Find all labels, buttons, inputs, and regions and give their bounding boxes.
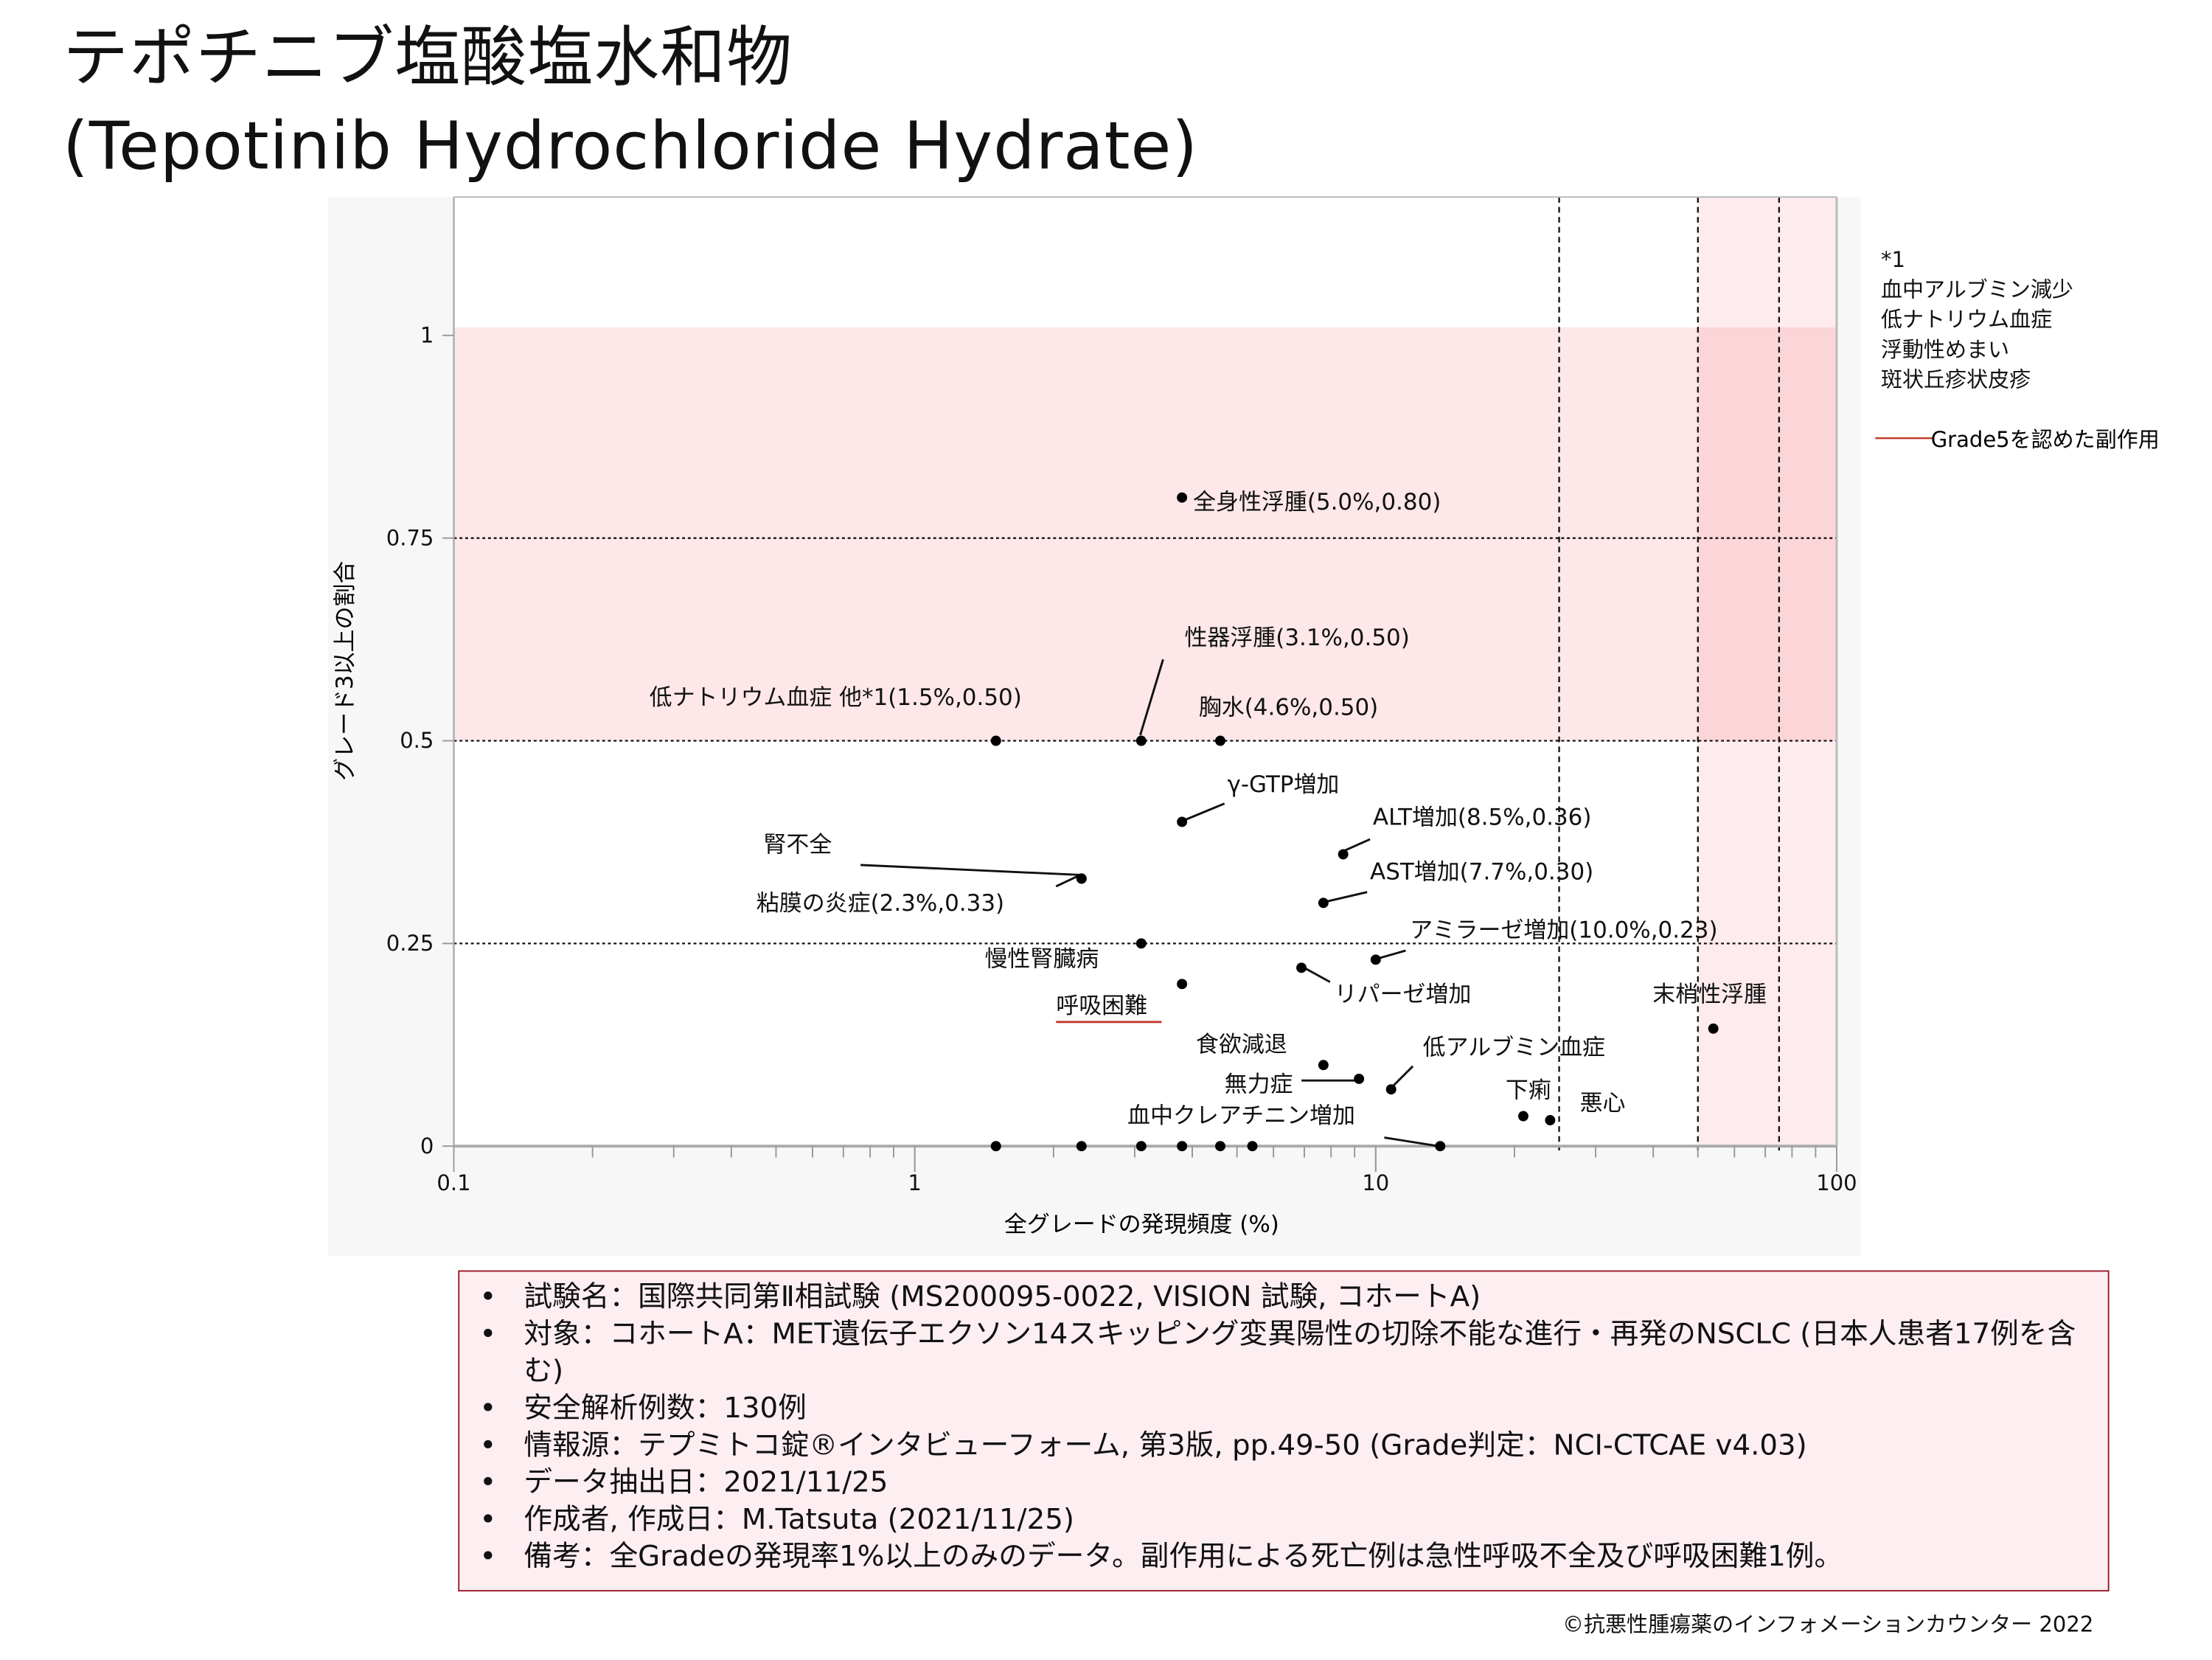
y-tick-label: 0.25 bbox=[386, 931, 434, 956]
data-point bbox=[1177, 1141, 1188, 1152]
data-point bbox=[1135, 938, 1147, 949]
shaded-region-high-grade bbox=[453, 327, 1837, 741]
leader-lines bbox=[860, 659, 1439, 1147]
footnote-item: 低ナトリウム血症 bbox=[1880, 307, 2053, 333]
data-point bbox=[1215, 1141, 1225, 1152]
shaded-region-high-frequency bbox=[1697, 197, 1837, 1147]
info-item: データ抽出日：2021/11/25 bbox=[479, 1463, 2107, 1500]
copyright: ©抗悪性腫瘍薬のインフォメーションカウンター 2022 bbox=[1562, 1611, 2094, 1637]
point-label: 胸水(4.6%,0.50) bbox=[1199, 695, 1378, 721]
data-point bbox=[1385, 1084, 1397, 1095]
point-label: 腎不全 bbox=[763, 831, 832, 858]
info-item: 試験名：国際共同第Ⅱ相試験 (MS200095-0022, VISION 試験,… bbox=[479, 1277, 2107, 1314]
data-point bbox=[1370, 954, 1381, 965]
data-point bbox=[1318, 1060, 1329, 1071]
y-tick-label: 0.75 bbox=[386, 525, 434, 550]
footnote-item: 浮動性めまい bbox=[1880, 336, 2010, 363]
point-label: 粘膜の炎症(2.3%,0.33) bbox=[757, 890, 1004, 917]
data-point bbox=[1354, 1073, 1365, 1084]
title-english: (Tepotinib Hydrochloride Hydrate) bbox=[63, 107, 1199, 184]
data-points bbox=[990, 492, 1719, 1152]
point-label: 慢性腎臓病 bbox=[984, 945, 1099, 972]
x-tick-label: 100 bbox=[1816, 1170, 1857, 1195]
point-label: AST増加(7.7%,0.30) bbox=[1370, 858, 1593, 885]
data-point bbox=[1177, 492, 1188, 503]
point-label-grade5: 呼吸困難 bbox=[1056, 993, 1147, 1019]
data-point bbox=[990, 1141, 1001, 1152]
point-label: アミラーゼ増加(10.0%,0.23) bbox=[1410, 917, 1717, 944]
study-info-box: 試験名：国際共同第Ⅱ相試験 (MS200095-0022, VISION 試験,… bbox=[458, 1270, 2110, 1592]
data-point bbox=[1076, 1141, 1087, 1152]
point-label: 食欲減退 bbox=[1196, 1031, 1287, 1058]
point-label: 性器浮腫(3.1%,0.50) bbox=[1184, 625, 1409, 651]
data-point bbox=[1318, 897, 1329, 909]
data-point bbox=[1247, 1141, 1258, 1152]
point-label: 悪心 bbox=[1580, 1090, 1626, 1116]
data-point bbox=[1338, 849, 1349, 860]
point-label: ALT増加(8.5%,0.36) bbox=[1373, 805, 1592, 831]
data-point bbox=[1708, 1023, 1719, 1034]
data-point bbox=[1296, 962, 1307, 973]
data-point bbox=[1517, 1111, 1528, 1122]
footnote-marker: *1 bbox=[1880, 246, 1905, 273]
info-item: 対象：コホートA：MET遺伝子エクソン14スキッピング変異陽性の切除不能な進行・… bbox=[479, 1315, 2107, 1389]
x-tick-label: 0.1 bbox=[437, 1170, 470, 1195]
data-point bbox=[1135, 1141, 1147, 1152]
point-label: 血中クレアチニン増加 bbox=[1127, 1102, 1355, 1129]
x-axis-title: 全グレードの発現頻度 (%) bbox=[1004, 1211, 1279, 1237]
x-tick-label: 1 bbox=[908, 1170, 921, 1195]
info-item: 備考：全Gradeの発現率1%以上のみのデータ。副作用による死亡例は急性呼吸不全… bbox=[479, 1538, 2107, 1574]
point-label: 無力症 bbox=[1225, 1072, 1293, 1098]
data-point bbox=[990, 735, 1001, 746]
footnote-item: 斑状丘疹状皮疹 bbox=[1880, 367, 2031, 393]
point-label: 低ナトリウム血症 他*1(1.5%,0.50) bbox=[650, 684, 1022, 711]
data-point bbox=[1177, 816, 1188, 827]
data-point bbox=[1435, 1141, 1446, 1152]
data-point bbox=[1177, 979, 1188, 990]
point-labels: 全身性浮腫(5.0%,0.80) 性器浮腫(3.1%,0.50) 低ナトリウム血… bbox=[650, 489, 1767, 1129]
footnote-item: 血中アルブミン減少 bbox=[1880, 277, 2073, 303]
data-point bbox=[1076, 873, 1087, 884]
point-label: 低アルブミン血症 bbox=[1423, 1034, 1605, 1060]
title-japanese: テポチニブ塩酸塩水和物 bbox=[63, 18, 793, 96]
point-label: 全身性浮腫(5.0%,0.80) bbox=[1193, 489, 1441, 515]
axes: 0.1 1 10 100 0 0.25 0.5 0.75 1 bbox=[386, 196, 1857, 1195]
scatter-chart: 0.1 1 10 100 0 0.25 0.5 0.75 1 全身性浮腫(5.0%,0.80) … bbox=[332, 196, 2160, 1238]
point-label: 末梢性浮腫 bbox=[1652, 982, 1767, 1008]
point-label: γ-GTP増加 bbox=[1228, 771, 1340, 798]
shaded-regions bbox=[453, 197, 1837, 1147]
info-item: 安全解析例数：130例 bbox=[479, 1389, 2107, 1425]
data-point bbox=[1215, 735, 1225, 746]
x-tick-label: 10 bbox=[1362, 1170, 1389, 1195]
data-point bbox=[1545, 1115, 1556, 1125]
y-tick-label: 1 bbox=[420, 323, 434, 348]
point-label: リパーゼ増加 bbox=[1335, 982, 1472, 1008]
legend-grade5-label: Grade5を認めた副作用 bbox=[1931, 427, 2160, 452]
info-item: 作成者, 作成日：M.Tatsuta (2021/11/25) bbox=[479, 1500, 2107, 1537]
data-point bbox=[1135, 735, 1147, 746]
y-tick-label: 0.5 bbox=[400, 728, 434, 753]
info-item: 情報源：テプミトコ錠®インタビューフォーム, 第3版, pp.49-50 (Gr… bbox=[479, 1426, 2107, 1463]
y-tick-label: 0 bbox=[420, 1133, 434, 1159]
point-label: 下痢 bbox=[1506, 1077, 1551, 1103]
y-axis-title: グレード3以上の割合 bbox=[332, 561, 358, 781]
